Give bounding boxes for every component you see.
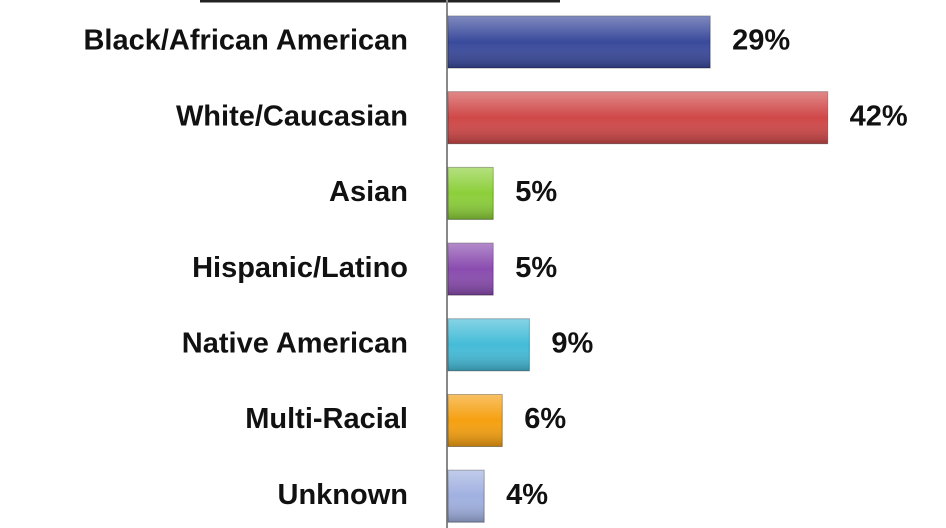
category-label: Black/African American — [83, 25, 408, 57]
category-label: Asian — [329, 176, 408, 208]
bar-shine — [448, 16, 711, 68]
value-label: 5% — [515, 176, 557, 208]
category-label: Native American — [182, 327, 408, 359]
value-label: 6% — [524, 403, 566, 435]
bar-shine — [448, 243, 494, 296]
value-label: 29% — [732, 25, 790, 57]
value-label: 42% — [850, 100, 908, 132]
category-label: Unknown — [278, 479, 409, 511]
bar-shine — [448, 167, 494, 220]
value-label: 9% — [551, 327, 593, 359]
category-label: Hispanic/Latino — [192, 252, 408, 284]
value-label: 5% — [515, 252, 557, 284]
bar-shine — [448, 91, 828, 144]
bar-shine — [448, 318, 530, 371]
bar-shine — [448, 394, 503, 447]
category-label: Multi-Racial — [245, 403, 408, 435]
value-label: 4% — [506, 479, 548, 511]
category-label: White/Caucasian — [176, 100, 408, 132]
bar-shine — [448, 470, 485, 523]
